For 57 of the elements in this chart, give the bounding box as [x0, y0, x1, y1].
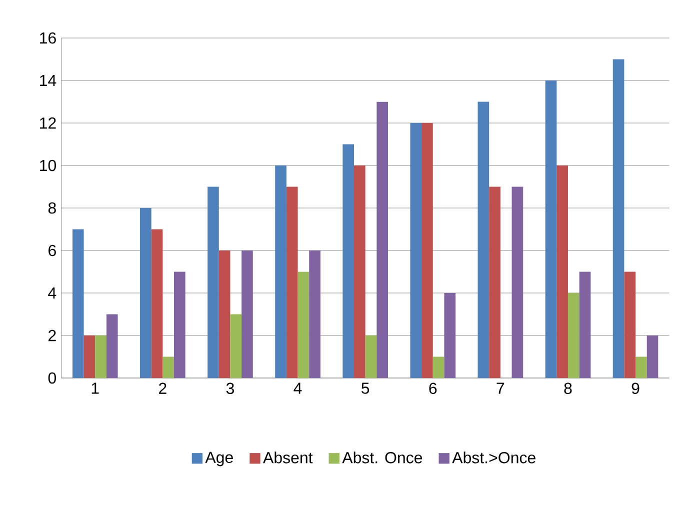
- bar: [365, 335, 377, 378]
- bar: [410, 122, 422, 378]
- y-tick-label: 16: [40, 32, 56, 44]
- y-tick-label: 10: [40, 160, 56, 172]
- y-tick-label: 14: [40, 74, 56, 86]
- bar: [106, 314, 118, 378]
- bar: [556, 165, 568, 378]
- bar: [568, 292, 580, 378]
- bar: [275, 165, 286, 378]
- bar: [444, 292, 456, 378]
- legend-label: Absent: [263, 452, 313, 464]
- bar: [95, 335, 106, 378]
- bar: [218, 250, 230, 378]
- bar: [242, 250, 253, 378]
- bar: [309, 250, 320, 378]
- x-tick-label: 6: [429, 382, 437, 394]
- bar: [140, 208, 152, 378]
- bar: [84, 335, 96, 378]
- y-tick-label: 8: [48, 202, 56, 214]
- legend-label: Abst.>Once: [452, 452, 536, 464]
- bar: [174, 272, 186, 378]
- y-tick-label: 4: [48, 287, 56, 298]
- y-tick-label: 12: [40, 117, 56, 129]
- y-tick-label: 2: [48, 330, 56, 342]
- bar: [512, 186, 524, 378]
- bar: [298, 272, 310, 378]
- bar: [432, 356, 444, 378]
- bar: [354, 165, 366, 378]
- bar: [646, 335, 658, 378]
- legend-label: Abst. Once: [342, 452, 422, 464]
- bar: [478, 102, 490, 378]
- y-tick-label: 0: [48, 372, 56, 384]
- bar: [72, 229, 84, 378]
- x-tick-label: 2: [159, 382, 166, 394]
- x-tick-label: 4: [294, 382, 302, 394]
- x-tick-label: 5: [362, 382, 370, 394]
- bar: [624, 272, 636, 378]
- bar: [422, 122, 433, 378]
- bar: [636, 356, 647, 378]
- bar: [162, 356, 174, 378]
- y-tick-label: 6: [48, 244, 56, 256]
- bar: [579, 272, 591, 378]
- bar: [208, 186, 219, 378]
- x-tick-label: 8: [564, 382, 572, 394]
- bar: [612, 59, 624, 378]
- bar: [545, 80, 557, 378]
- x-tick-label: 1: [92, 382, 99, 394]
- bar: [376, 102, 388, 378]
- bar: [151, 229, 163, 378]
- bar: [286, 186, 298, 378]
- bar: [342, 144, 354, 378]
- legend-label: Age: [205, 452, 233, 466]
- x-tick-label: 3: [226, 382, 234, 394]
- bar: [230, 314, 242, 378]
- x-tick-label: 7: [496, 382, 504, 394]
- bar: [489, 186, 500, 378]
- x-tick-label: 9: [632, 382, 640, 394]
